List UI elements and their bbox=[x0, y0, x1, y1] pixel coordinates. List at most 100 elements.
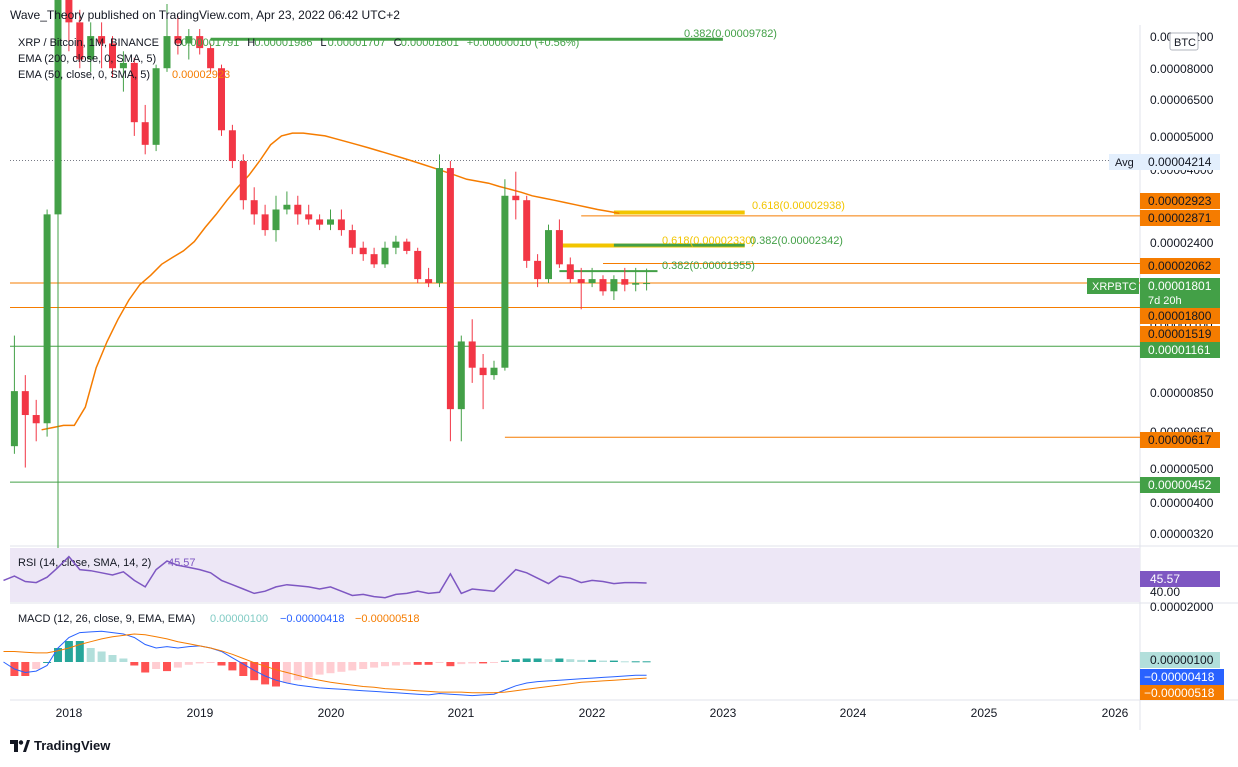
publisher-text: Wave_Theory published on TradingView.com… bbox=[10, 8, 400, 22]
macd-histogram-bar bbox=[457, 662, 466, 665]
legend-ohlc: 0.00001791 bbox=[181, 37, 239, 49]
legend-ohlc: +0.00000010 (+0.56%) bbox=[467, 37, 580, 49]
macd-histogram-bar bbox=[631, 661, 640, 663]
macd-histogram-bar bbox=[217, 662, 226, 666]
legend-symbol: XRP / Bitcoin, 1M, BINANCE bbox=[18, 37, 159, 49]
macd-histogram-bar bbox=[184, 662, 193, 665]
signal-line bbox=[3, 633, 647, 694]
level-tag-text: 0.00002923 bbox=[1148, 194, 1212, 208]
candle-body bbox=[501, 195, 509, 368]
candle-body bbox=[283, 204, 291, 210]
legend-ema50: EMA (50, close, 0, SMA, 5) bbox=[18, 69, 150, 81]
macd-histogram-bar bbox=[97, 651, 106, 662]
candle-body bbox=[163, 36, 171, 69]
candle-body bbox=[43, 214, 51, 424]
candle-body bbox=[130, 62, 138, 123]
level-tag bbox=[1140, 258, 1220, 274]
x-tick: 2024 bbox=[840, 706, 867, 720]
avg-badge bbox=[1109, 154, 1140, 170]
x-tick: 2023 bbox=[710, 706, 737, 720]
macd-histogram-bar bbox=[173, 662, 182, 668]
macd-histogram-bar bbox=[54, 648, 62, 662]
candle-body bbox=[643, 283, 651, 285]
level-tag bbox=[1140, 342, 1220, 358]
fib-label: 0.382(0.00009782) bbox=[684, 28, 777, 40]
macd-title: MACD (12, 26, close, 9, EMA, EMA) bbox=[18, 613, 195, 625]
x-tick: 2021 bbox=[448, 706, 475, 720]
macd-histogram-bar bbox=[500, 660, 509, 662]
candle-body bbox=[381, 247, 389, 265]
macd-histogram-bar bbox=[413, 662, 422, 665]
candle-body bbox=[141, 122, 149, 145]
candle-body bbox=[545, 230, 552, 280]
macd-histogram-bar bbox=[32, 662, 41, 669]
candle-body bbox=[610, 279, 618, 292]
macd-histogram-bar bbox=[424, 662, 433, 665]
macd-histogram-bar bbox=[326, 662, 335, 674]
macd-histogram-bar bbox=[141, 662, 150, 673]
candle-body bbox=[218, 68, 225, 131]
level-tag bbox=[1140, 326, 1220, 342]
publisher-line: Wave_Theory published on TradingView.com… bbox=[10, 8, 400, 22]
x-tick: 2018 bbox=[56, 706, 83, 720]
macd-histogram-bar bbox=[359, 662, 368, 669]
candle-body bbox=[327, 219, 334, 225]
macd-histogram-bar bbox=[130, 662, 139, 666]
price-tick: 0.00006500 bbox=[1150, 93, 1214, 107]
tradingview-footer[interactable]: TradingView bbox=[10, 738, 110, 753]
candle-body bbox=[534, 260, 542, 280]
candle-body bbox=[348, 230, 356, 248]
macd-histogram-bar bbox=[381, 662, 389, 667]
candle-body bbox=[370, 254, 378, 265]
level-tag bbox=[1140, 432, 1220, 448]
macd-histogram-bar bbox=[435, 662, 444, 663]
macd-histogram-bar bbox=[86, 648, 95, 662]
candle-body bbox=[392, 241, 400, 248]
level-tag-text: 0.00001519 bbox=[1148, 327, 1212, 341]
candle-body bbox=[294, 204, 302, 215]
macd-signal-tag bbox=[1140, 685, 1224, 700]
x-tick: 2020 bbox=[318, 706, 345, 720]
candle-body bbox=[316, 219, 324, 225]
legend-ohlc: O bbox=[174, 37, 183, 49]
avg-value: 0.00004214 bbox=[1148, 155, 1212, 169]
macd-signal-tag-text: −0.00000518 bbox=[1144, 686, 1215, 700]
macd-histogram-bar bbox=[566, 659, 575, 662]
currency-label: BTC bbox=[1174, 37, 1196, 49]
candle-body bbox=[566, 264, 574, 280]
macd-histogram-bar bbox=[337, 662, 346, 672]
candle-body bbox=[457, 341, 465, 410]
macd-histogram-bar bbox=[533, 658, 542, 662]
x-tick: 2022 bbox=[579, 706, 606, 720]
candle-body bbox=[239, 161, 247, 201]
candle-body bbox=[76, 22, 84, 60]
rsi-value-label: 45.57 bbox=[168, 557, 196, 569]
avg-value-badge bbox=[1140, 154, 1220, 170]
avg-label: Avg bbox=[1115, 157, 1134, 169]
macd-histogram-bar bbox=[239, 662, 248, 676]
macd-histogram-bar bbox=[119, 658, 128, 662]
candle-body bbox=[272, 209, 280, 231]
rsi-line bbox=[3, 555, 647, 599]
legend-ohlc: H bbox=[247, 37, 255, 49]
candle-body bbox=[468, 341, 476, 368]
macd-histogram-bar bbox=[228, 662, 237, 671]
tradingview-logo-icon bbox=[10, 739, 30, 752]
macd-line bbox=[3, 630, 647, 697]
candle-body bbox=[250, 200, 258, 215]
current-price-text: 0.00001801 bbox=[1148, 279, 1212, 293]
candle-body bbox=[337, 219, 345, 231]
macd-hist-tag bbox=[1140, 652, 1220, 668]
macd-histogram-bar bbox=[75, 641, 84, 662]
candle-body bbox=[21, 391, 29, 416]
candle-body bbox=[425, 279, 433, 284]
macd-histogram-bar bbox=[163, 662, 171, 672]
price-tick: 0.00000500 bbox=[1150, 462, 1214, 476]
candle-body bbox=[436, 168, 443, 284]
legend-ohlc: 0.00001801 bbox=[401, 37, 459, 49]
x-tick: 2025 bbox=[971, 706, 998, 720]
candle-body bbox=[54, 0, 62, 215]
candle-body bbox=[588, 279, 596, 284]
